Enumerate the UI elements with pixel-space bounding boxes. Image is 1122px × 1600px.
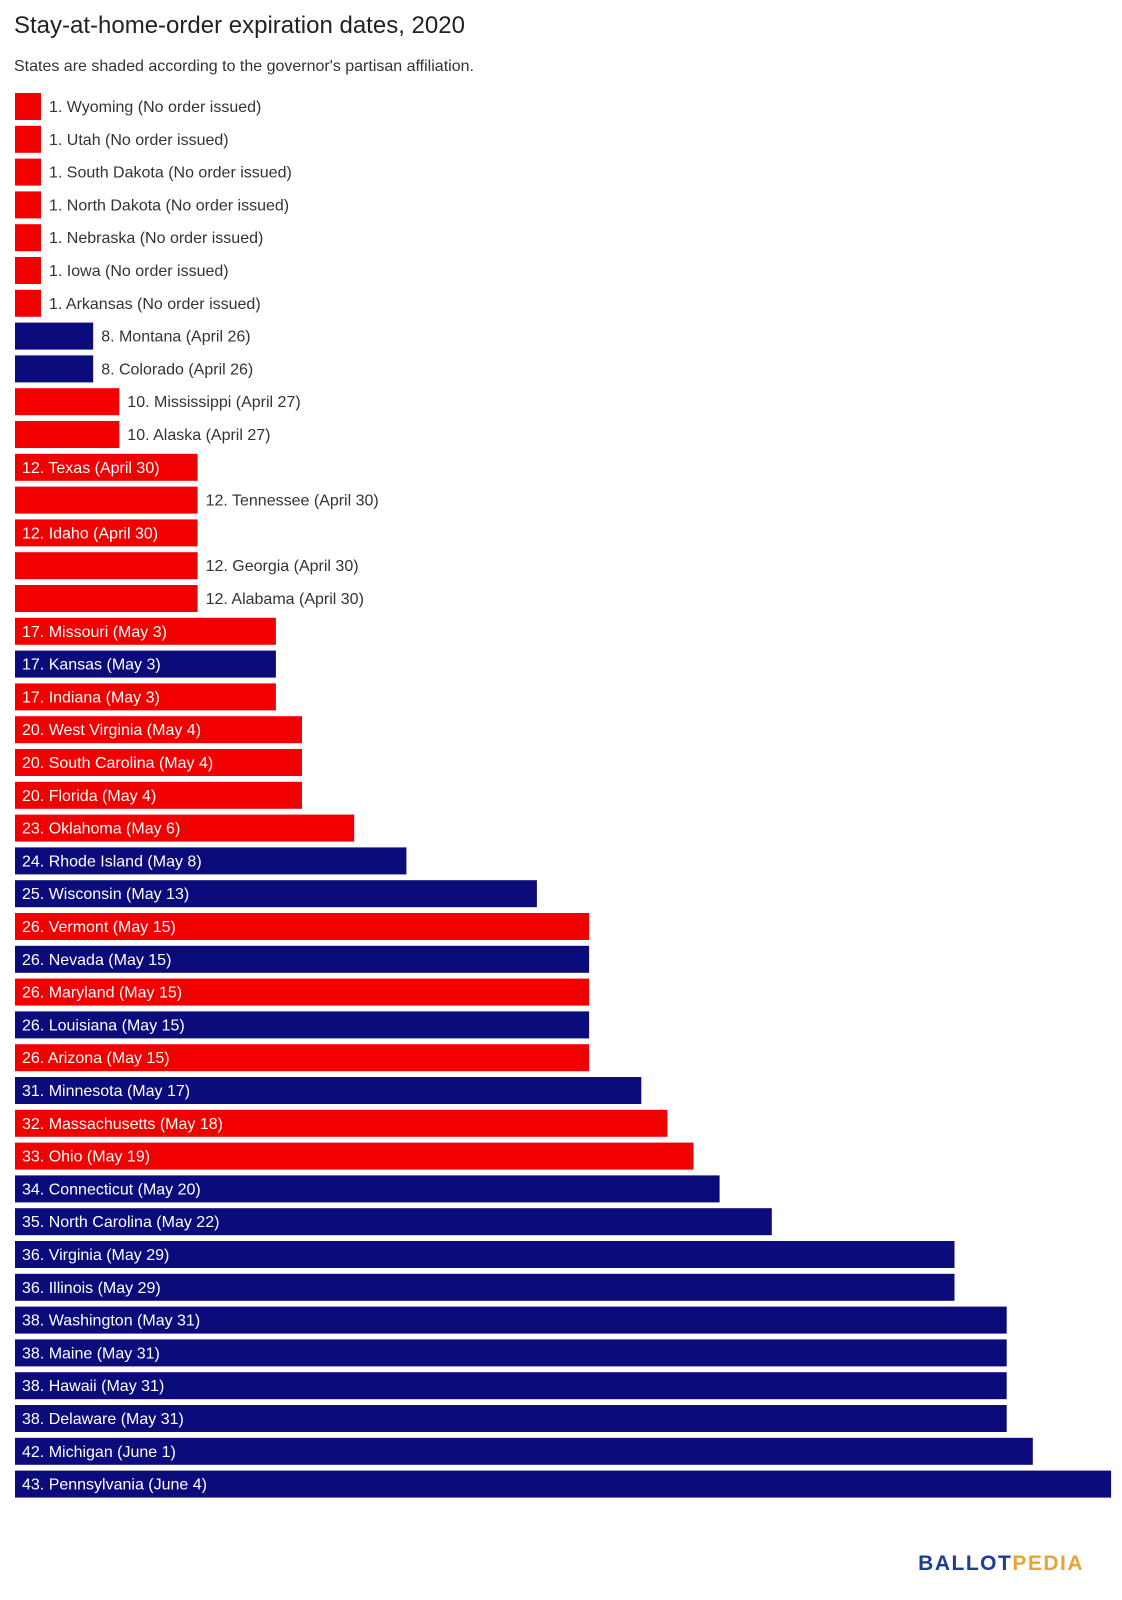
bar-label: 1. Wyoming (No order issued) (49, 99, 261, 116)
bar-label: 26. Louisiana (May 15) (22, 1017, 185, 1034)
bar-republican (15, 749, 302, 776)
bar-label: 20. South Carolina (May 4) (22, 755, 213, 772)
bar-label: 25. Wisconsin (May 13) (22, 886, 189, 903)
bar-label: 38. Delaware (May 31) (22, 1411, 184, 1428)
bar-label: 38. Washington (May 31) (22, 1313, 200, 1330)
bar-label: 8. Colorado (April 26) (101, 361, 253, 378)
bar-republican (15, 519, 198, 547)
bar-republican (15, 257, 41, 284)
bar-label: 12. Tennessee (April 30) (206, 493, 379, 510)
bar-label: 12. Texas (April 30) (22, 460, 160, 477)
bar-democratic (15, 880, 537, 908)
bar-democratic (15, 1241, 955, 1268)
bar-label: 43. Pennsylvania (June 4) (22, 1477, 207, 1494)
logo-pedia-text: PEDIA (1012, 1552, 1084, 1575)
bar-republican (15, 913, 590, 940)
bar-republican (15, 125, 41, 153)
bar-label: 26. Arizona (May 15) (22, 1050, 170, 1067)
bar-democratic (15, 1372, 1007, 1400)
bar-label: 10. Mississippi (April 27) (127, 394, 300, 411)
bar-republican (15, 716, 302, 744)
bar-democratic (15, 355, 94, 383)
bar-republican (15, 814, 355, 842)
bar-republican (15, 585, 198, 612)
bar-label: 12. Georgia (April 30) (206, 558, 359, 575)
bar-label: 20. Florida (May 4) (22, 788, 156, 805)
bar-democratic (15, 1011, 590, 1039)
bar-republican (15, 1142, 694, 1170)
bar-republican (15, 453, 198, 481)
bar-label: 20. West Virginia (May 4) (22, 722, 201, 739)
logo-ballot-text: BALLOT (918, 1552, 1013, 1575)
bar-label: 8. Montana (April 26) (101, 329, 250, 346)
bar-republican (15, 93, 41, 120)
bar-label: 31. Minnesota (May 17) (22, 1083, 190, 1100)
bar-republican (15, 552, 198, 580)
bar-label: 1. Iowa (No order issued) (49, 263, 229, 280)
bar-democratic (15, 1339, 1007, 1367)
bar-republican (15, 1109, 668, 1137)
bar-label: 35. North Carolina (May 22) (22, 1214, 219, 1231)
bar-label: 1. South Dakota (No order issued) (49, 165, 292, 182)
bar-label: 38. Hawaii (May 31) (22, 1378, 164, 1395)
bar-democratic (15, 1208, 772, 1236)
bar-republican (15, 388, 120, 416)
bar-label: 32. Massachusetts (May 18) (22, 1116, 223, 1133)
bar-label: 36. Illinois (May 29) (22, 1280, 161, 1297)
bar-republican (15, 683, 276, 711)
bar-label: 10. Alaska (April 27) (127, 427, 270, 444)
bar-label: 1. Arkansas (No order issued) (49, 296, 261, 313)
chart-subtitle: States are shaded according to the gover… (14, 58, 474, 75)
bar-republican (15, 617, 276, 645)
bar-label: 1. North Dakota (No order issued) (49, 197, 289, 214)
bar-republican (15, 978, 590, 1006)
bar-label: 1. Nebraska (No order issued) (49, 230, 263, 247)
bar-democratic (15, 1405, 1007, 1432)
bar-republican (15, 1044, 590, 1072)
bar-label: 23. Oklahoma (May 6) (22, 821, 180, 838)
bar-democratic (15, 847, 407, 875)
bar-label: 12. Alabama (April 30) (206, 591, 364, 608)
bar-democratic (15, 1306, 1007, 1334)
bar-democratic (15, 1437, 1033, 1465)
bar-republican (15, 224, 41, 252)
bar-label: 17. Kansas (May 3) (22, 657, 161, 674)
bar-label: 26. Nevada (May 15) (22, 952, 171, 969)
bar-democratic (15, 1077, 642, 1104)
bar-label: 24. Rhode Island (May 8) (22, 853, 202, 870)
ballotpedia-logo: BALLOTPEDIA (918, 1552, 1084, 1576)
bar-label: 34. Connecticut (May 20) (22, 1181, 201, 1198)
bar-label: 42. Michigan (June 1) (22, 1444, 176, 1461)
bar-republican (15, 781, 302, 809)
bar-democratic (15, 945, 590, 973)
bar-label: 1. Utah (No order issued) (49, 132, 229, 149)
bar-label: 12. Idaho (April 30) (22, 525, 158, 542)
bar-republican (15, 421, 120, 448)
bar-democratic (15, 322, 94, 350)
bar-republican (15, 158, 41, 186)
bar-chart: 1. Wyoming (No order issued) 1. Utah (No … (15, 93, 1112, 1498)
bar-label: 26. Vermont (May 15) (22, 919, 176, 936)
bar-democratic (15, 650, 276, 678)
bar-label: 17. Indiana (May 3) (22, 689, 160, 706)
bar-democratic (15, 1470, 1112, 1498)
bar-label: 26. Maryland (May 15) (22, 985, 182, 1002)
bar-label: 17. Missouri (May 3) (22, 624, 167, 641)
bar-label: 33. Ohio (May 19) (22, 1149, 150, 1166)
bar-label: 36. Virginia (May 29) (22, 1247, 169, 1264)
bar-republican (15, 289, 41, 317)
bar-democratic (15, 1175, 720, 1203)
bar-republican (15, 486, 198, 514)
bar-democratic (15, 1273, 955, 1301)
bar-label: 38. Maine (May 31) (22, 1345, 160, 1362)
chart-title: Stay-at-home-order expiration dates, 202… (14, 12, 465, 39)
bar-republican (15, 191, 41, 219)
